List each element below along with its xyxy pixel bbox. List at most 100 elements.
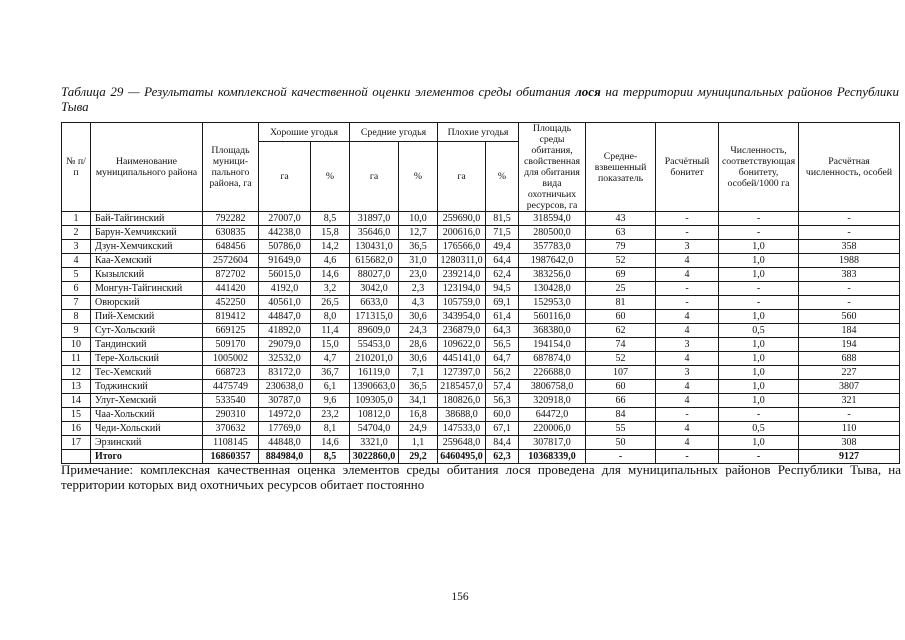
cell-good_ha: 17769,0 xyxy=(258,421,311,436)
cell-bad_pct: 71,5 xyxy=(485,225,520,240)
cell-num: 4 xyxy=(61,253,91,268)
cell-medium_ha: 3042,0 xyxy=(349,281,399,296)
cell-district: Чеди-Хольский xyxy=(90,421,203,436)
cell-num: 3 xyxy=(61,239,91,254)
cell-medium_ha: 89609,0 xyxy=(349,323,399,338)
cell-district_area: 819412 xyxy=(202,309,259,324)
cell-weighted: 74 xyxy=(585,337,657,352)
cell-bonitet: 4 xyxy=(655,421,720,436)
cell-medium_pct: 24,9 xyxy=(397,421,439,436)
cell-bad_ha: 176566,0 xyxy=(437,239,487,254)
cell-district: Овюрский xyxy=(90,295,203,310)
cell-medium_ha: 88027,0 xyxy=(349,267,399,282)
cell-district_area: 4475749 xyxy=(202,379,259,394)
cell-good_pct: 8,1 xyxy=(310,421,350,436)
cell-calc_number: 3807 xyxy=(798,379,901,394)
cell-bad_ha: 259648,0 xyxy=(437,435,487,450)
cell-calc_number: 227 xyxy=(798,365,901,380)
cell-good_pct: 11,4 xyxy=(310,323,350,338)
header-bad-pct: % xyxy=(485,141,520,212)
cell-district: Пий-Хемский xyxy=(90,309,203,324)
cell-bonitet: - xyxy=(655,295,720,310)
cell-habitat_area: 318594,0 xyxy=(518,211,587,226)
cell-district_area: 290310 xyxy=(202,407,259,422)
cell-good_pct: 4,7 xyxy=(310,351,350,366)
cell-medium_ha: 16119,0 xyxy=(349,365,399,380)
cell-bonitet: 4 xyxy=(655,309,720,324)
cell-bonitet: - xyxy=(655,211,720,226)
cell-good_ha: 884984,0 xyxy=(258,449,311,464)
cell-district_area: 668723 xyxy=(202,365,259,380)
cell-district_area: 533540 xyxy=(202,393,259,408)
cell-bad_ha: 259690,0 xyxy=(437,211,487,226)
cell-calc_number: 9127 xyxy=(798,449,901,464)
cell-medium_ha: 1390663,0 xyxy=(349,379,399,394)
cell-district: Барун-Хемчикский xyxy=(90,225,203,240)
cell-good_pct: 8,5 xyxy=(310,211,350,226)
cell-good_ha: 44848,0 xyxy=(258,435,311,450)
cell-habitat_area: 307817,0 xyxy=(518,435,587,450)
table-row: 6 Монгун-Тайгинский 441420 4192,0 3,2 3042,0 2… xyxy=(61,281,901,296)
cell-bonitet: - xyxy=(655,225,720,240)
cell-bad_ha: 105759,0 xyxy=(437,295,487,310)
cell-medium_pct: 16,8 xyxy=(397,407,439,422)
cell-good_pct: 14,6 xyxy=(310,267,350,282)
cell-bad_ha: 2185457,0 xyxy=(437,379,487,394)
cell-district: Улуг-Хемский xyxy=(90,393,203,408)
cell-bad_ha: 180826,0 xyxy=(437,393,487,408)
cell-bonitet: 4 xyxy=(655,253,720,268)
cell-medium_pct: 2,3 xyxy=(397,281,439,296)
table-row: 8 Пий-Хемский 819412 44847,0 8,0 171315,0 30,6… xyxy=(61,309,901,324)
cell-num: 14 xyxy=(61,393,91,408)
table-row: 1 Бай-Тайгинский 792282 27007,0 8,5 31897,0 10… xyxy=(61,211,901,226)
cell-good_ha: 91649,0 xyxy=(258,253,311,268)
table-row: 5 Кызылский 872702 56015,0 14,6 88027,0 23,0 23… xyxy=(61,267,901,282)
cell-weighted: 62 xyxy=(585,323,657,338)
cell-medium_pct: 30,6 xyxy=(397,309,439,324)
cell-num: 2 xyxy=(61,225,91,240)
cell-medium_pct: 10,0 xyxy=(397,211,439,226)
cell-num: 15 xyxy=(61,407,91,422)
cell-weighted: 84 xyxy=(585,407,657,422)
cell-bad_ha: 127397,0 xyxy=(437,365,487,380)
cell-medium_pct: 29,2 xyxy=(397,449,439,464)
cell-num: 17 xyxy=(61,435,91,450)
cell-medium_ha: 130431,0 xyxy=(349,239,399,254)
header-bad-lands: Плохие угодья xyxy=(437,121,520,143)
cell-calc_number: - xyxy=(798,295,901,310)
cell-density: 1,0 xyxy=(718,239,800,254)
cell-density: 1,0 xyxy=(718,309,800,324)
habitat-assessment-table: № п/п Наименование муниципального района… xyxy=(61,121,901,464)
cell-bad_ha: 38688,0 xyxy=(437,407,487,422)
cell-calc_number: 1988 xyxy=(798,253,901,268)
cell-medium_ha: 210201,0 xyxy=(349,351,399,366)
cell-medium_pct: 34,1 xyxy=(397,393,439,408)
cell-good_pct: 26,5 xyxy=(310,295,350,310)
cell-district: Тес-Хемский xyxy=(90,365,203,380)
cell-bad_ha: 1280311,0 xyxy=(437,253,487,268)
cell-habitat_area: 560116,0 xyxy=(518,309,587,324)
table-row: 12 Тес-Хемский 668723 83172,0 36,7 16119,0 7,1… xyxy=(61,365,901,380)
table-row: 3 Дзун-Хемчикский 648456 50786,0 14,2 130431,… xyxy=(61,239,901,254)
cell-bonitet: 4 xyxy=(655,393,720,408)
cell-calc_number: 194 xyxy=(798,337,901,352)
cell-density: 0,5 xyxy=(718,323,800,338)
cell-density: 1,0 xyxy=(718,253,800,268)
cell-good_ha: 56015,0 xyxy=(258,267,311,282)
cell-bad_pct: 60,0 xyxy=(485,407,520,422)
cell-weighted: 52 xyxy=(585,253,657,268)
cell-num: 12 xyxy=(61,365,91,380)
table-row: 17 Эрзинский 1108145 44848,0 14,6 3321,0 1,1 25… xyxy=(61,435,901,450)
cell-habitat_area: 280500,0 xyxy=(518,225,587,240)
cell-weighted: 43 xyxy=(585,211,657,226)
cell-bad_ha: 147533,0 xyxy=(437,421,487,436)
cell-habitat_area: 687874,0 xyxy=(518,351,587,366)
cell-bad_pct: 56,3 xyxy=(485,393,520,408)
cell-habitat_area: 383256,0 xyxy=(518,267,587,282)
cell-habitat_area: 152953,0 xyxy=(518,295,587,310)
cell-bad_pct: 69,1 xyxy=(485,295,520,310)
cell-district_area: 452250 xyxy=(202,295,259,310)
cell-calc_number: 383 xyxy=(798,267,901,282)
cell-bad_pct: 57,4 xyxy=(485,379,520,394)
